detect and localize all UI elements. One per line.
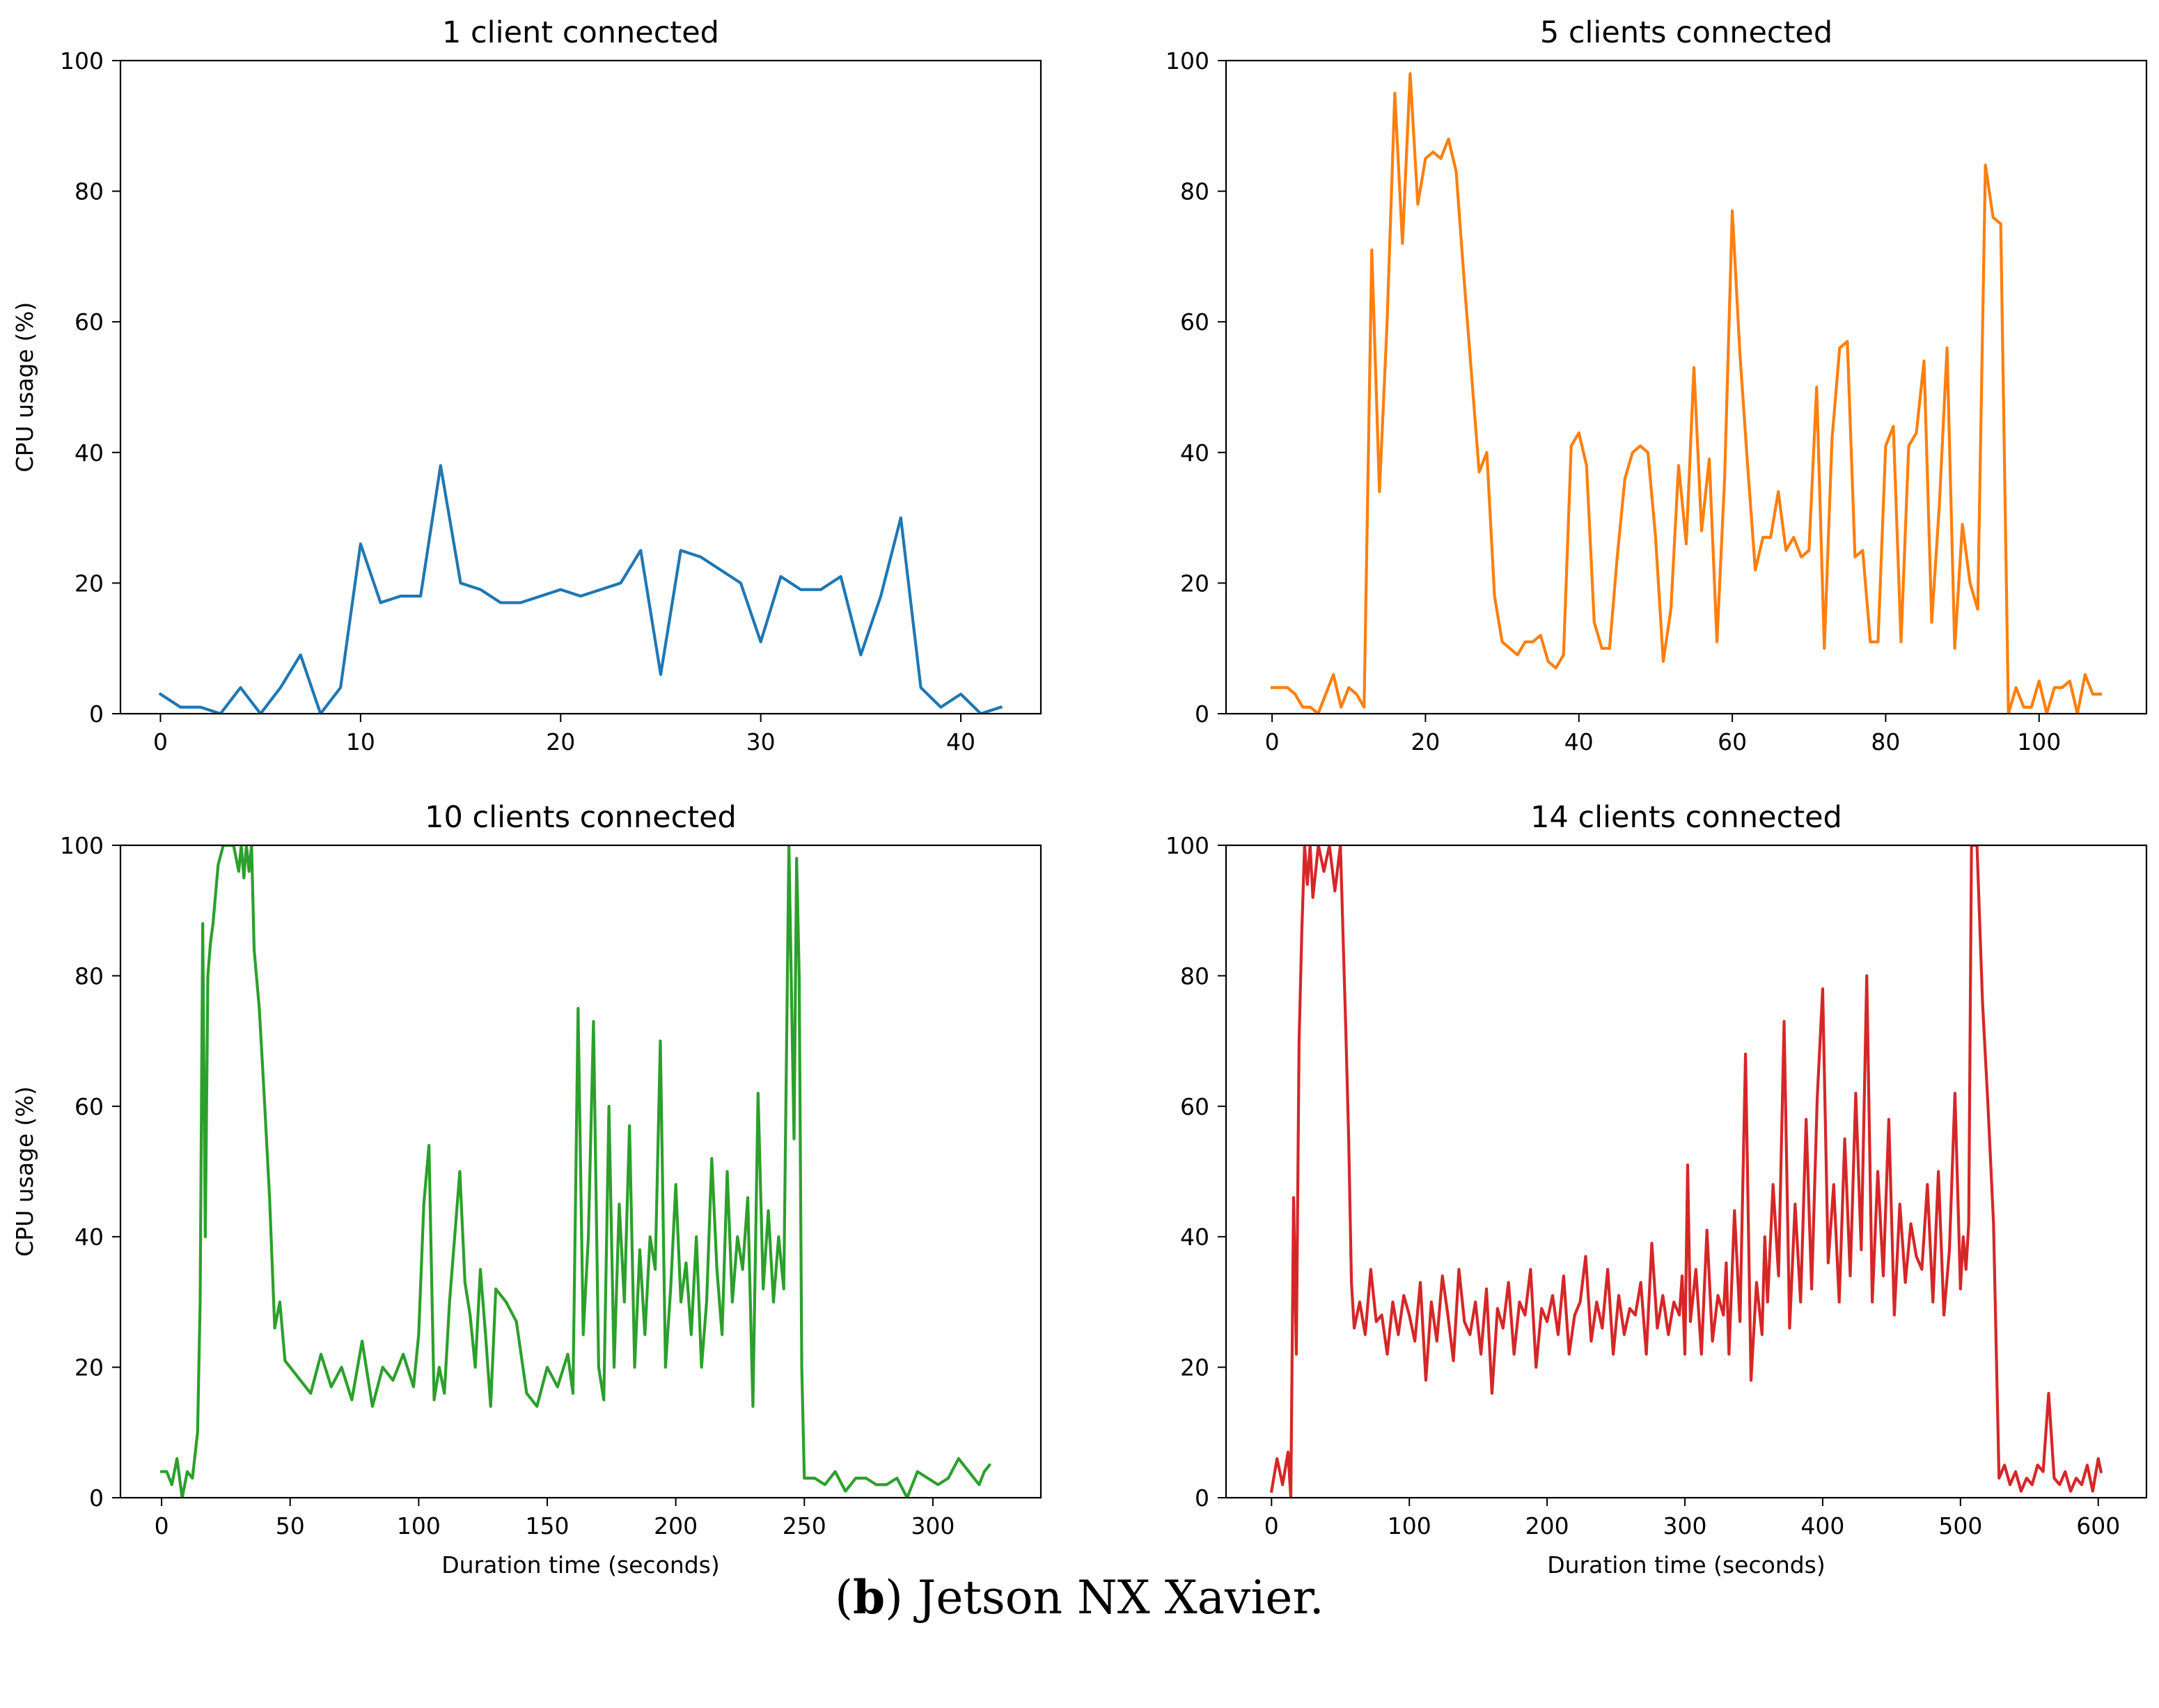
chart-10-clients-x-tick-label: 250 bbox=[783, 1512, 826, 1539]
chart-14-clients-y-tick-label: 40 bbox=[1180, 1223, 1209, 1251]
chart-1-client-y-tick-label: 0 bbox=[89, 700, 104, 728]
chart-10-clients-y-tick-label: 20 bbox=[74, 1354, 104, 1381]
chart-1-client-y-tick-label: 100 bbox=[60, 47, 104, 75]
chart-10-clients-series-line bbox=[159, 845, 992, 1498]
chart-1-client-x-tick-label: 40 bbox=[946, 728, 975, 755]
chart-10-clients-x-tick-label: 50 bbox=[276, 1512, 305, 1539]
chart-5-clients: 0 20 40 60 80 100 0 20 40 60 80 100 5 clients connec… bbox=[1165, 15, 2148, 755]
chart-10-clients-title: 10 clients connected bbox=[425, 800, 737, 835]
chart-14-clients-series-line bbox=[1269, 845, 2103, 1498]
chart-14-clients-y-tick-label: 100 bbox=[1165, 832, 1209, 859]
chart-10-clients-y-tick-label: 40 bbox=[74, 1223, 104, 1251]
chart-1-client-y-axis-label: CPU usage (%) bbox=[11, 302, 38, 473]
chart-14-clients-x-tick-label: 100 bbox=[1388, 1512, 1431, 1539]
caption-text: Jetson NX Xavier. bbox=[917, 1571, 1324, 1624]
chart-1-client-x-tick-label: 0 bbox=[153, 728, 168, 755]
chart-1-client: 0 10 20 30 40 0 20 40 60 80 100 1 client connected C… bbox=[11, 15, 1042, 755]
chart-14-clients-x-tick-label: 0 bbox=[1264, 1512, 1279, 1539]
chart-1-client-series-line bbox=[158, 464, 1003, 714]
chart-1-client-title: 1 client connected bbox=[442, 15, 719, 50]
chart-5-clients-x-tick-label: 100 bbox=[2017, 728, 2061, 755]
chart-10-clients-x-tick-label: 0 bbox=[155, 1512, 169, 1539]
chart-14-clients: 0 100 200 300 400 500 600 0 20 40 60 80 100 14 client… bbox=[1165, 800, 2148, 1578]
chart-5-clients-y-tick-label: 20 bbox=[1180, 570, 1209, 597]
chart-14-clients-x-tick-label: 600 bbox=[2076, 1512, 2120, 1539]
chart-5-clients-y-tick-label: 100 bbox=[1165, 47, 1209, 75]
chart-14-clients-x-tick-label: 300 bbox=[1663, 1512, 1707, 1539]
chart-1-client-x-tick-label: 30 bbox=[746, 728, 776, 755]
chart-5-clients-y-tick-label: 40 bbox=[1180, 439, 1209, 467]
chart-1-client-y-tick-label: 60 bbox=[74, 308, 104, 336]
chart-14-clients-x-tick-label: 200 bbox=[1525, 1512, 1569, 1539]
caption-letter: b bbox=[852, 1570, 886, 1624]
chart-1-client-y-tick-label: 20 bbox=[74, 570, 104, 597]
chart-14-clients-y-tick-label: 60 bbox=[1180, 1093, 1209, 1120]
chart-14-clients-axes-frame bbox=[1225, 844, 2148, 1499]
chart-14-clients-x-tick-label: 500 bbox=[1938, 1512, 1982, 1539]
chart-10-clients-y-tick-label: 60 bbox=[74, 1093, 104, 1120]
chart-10-clients: 0 50 100 150 200 250 300 0 20 40 60 80 100 10 clients… bbox=[11, 800, 1042, 1578]
chart-1-client-x-tick-label: 10 bbox=[346, 728, 375, 755]
chart-14-clients-y-tick-label: 80 bbox=[1180, 962, 1209, 989]
chart-1-client-x-tick-label: 20 bbox=[546, 728, 575, 755]
chart-5-clients-title: 5 clients connected bbox=[1540, 15, 1832, 50]
figure-caption: (b) Jetson NX Xavier. bbox=[835, 1570, 1324, 1624]
chart-1-client-y-tick-label: 80 bbox=[74, 178, 104, 205]
chart-1-client-y-tick-label: 40 bbox=[74, 439, 104, 467]
chart-10-clients-y-axis-label: CPU usage (%) bbox=[11, 1086, 38, 1257]
chart-14-clients-x-axis-label: Duration time (seconds) bbox=[1547, 1551, 1826, 1578]
chart-5-clients-x-tick-label: 80 bbox=[1871, 728, 1900, 755]
chart-1-client-axes-frame bbox=[119, 59, 1042, 715]
chart-10-clients-x-tick-label: 300 bbox=[911, 1512, 955, 1539]
chart-5-clients-y-tick-label: 80 bbox=[1180, 178, 1209, 205]
chart-14-clients-y-tick-label: 20 bbox=[1180, 1354, 1209, 1381]
chart-5-clients-y-tick-label: 60 bbox=[1180, 308, 1209, 336]
chart-10-clients-x-axis-label: Duration time (seconds) bbox=[441, 1551, 720, 1578]
chart-10-clients-y-tick-label: 0 bbox=[89, 1484, 104, 1512]
chart-10-clients-x-tick-label: 150 bbox=[525, 1512, 569, 1539]
chart-5-clients-y-tick-label: 0 bbox=[1195, 700, 1209, 728]
chart-10-clients-x-tick-label: 200 bbox=[654, 1512, 698, 1539]
chart-10-clients-x-tick-label: 100 bbox=[397, 1512, 441, 1539]
chart-14-clients-x-tick-label: 400 bbox=[1800, 1512, 1844, 1539]
chart-5-clients-series-line bbox=[1271, 72, 2102, 714]
chart-10-clients-y-tick-label: 80 bbox=[74, 962, 104, 989]
chart-5-clients-x-tick-label: 40 bbox=[1564, 728, 1594, 755]
chart-10-clients-axes-frame bbox=[119, 844, 1042, 1499]
chart-14-clients-y-tick-label: 0 bbox=[1195, 1484, 1209, 1512]
chart-10-clients-y-tick-label: 100 bbox=[60, 832, 104, 859]
chart-14-clients-title: 14 clients connected bbox=[1530, 800, 1842, 835]
chart-5-clients-x-tick-label: 0 bbox=[1265, 728, 1280, 755]
chart-5-clients-x-tick-label: 60 bbox=[1718, 728, 1747, 755]
chart-5-clients-x-tick-label: 20 bbox=[1411, 728, 1440, 755]
chart-5-clients-axes-frame bbox=[1225, 59, 2148, 715]
